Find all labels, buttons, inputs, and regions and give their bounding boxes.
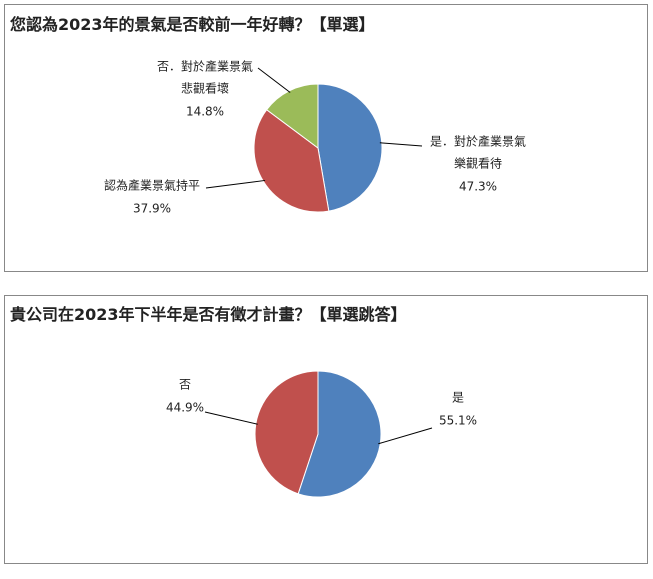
pie-slice [266,83,319,149]
pie-slice [297,370,382,498]
slice-label: 認為產業景氣持平 [104,178,200,193]
value-label: 44.9% [166,401,204,415]
slice-label: 悲觀看壞 [181,81,229,96]
leader-line [379,142,423,147]
slice-label: 否 [179,378,191,392]
chart-title: 貴公司在2023年下半年是否有徵才計畫？【單選跳答】 [10,305,407,324]
leader-line [205,179,266,189]
value-label: 47.3% [459,180,497,194]
chart-title: 您認為2023年的景氣是否較前一年好轉？【單選】 [10,15,375,34]
slice-label: 樂觀看待 [454,156,502,171]
value-label: 14.8% [186,105,224,119]
pie-slice [253,109,330,213]
slice-label: 是 [452,391,464,405]
leader-line [204,411,258,425]
slice-label: 否．對於產業景氣 [157,59,253,74]
value-label: 55.1% [439,414,477,428]
slice-label: 是．對於產業景氣 [430,134,526,149]
value-label: 37.9% [133,202,171,216]
leader-line [378,427,433,445]
leader-line [257,67,291,93]
